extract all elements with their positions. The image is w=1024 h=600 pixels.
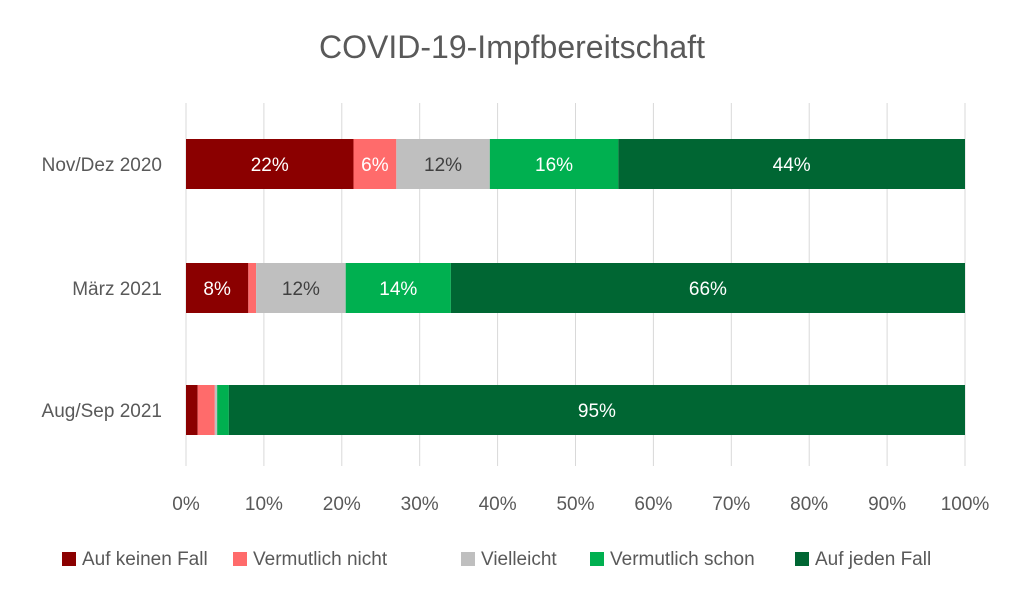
category-label-aug-sep-2021: Aug/Sep 2021 <box>42 401 162 422</box>
bar-m-rz-2021-auf-keinen-fall <box>186 263 249 313</box>
data-label-nov-dez-2020-auf-jeden-fall: 44% <box>773 155 811 176</box>
x-tick-label: 50% <box>556 494 594 515</box>
bar-aug-sep-2021-auf-keinen-fall <box>186 385 198 435</box>
x-tick-label: 30% <box>401 494 439 515</box>
x-tick-label: 80% <box>790 494 828 515</box>
x-tick-label: 20% <box>323 494 361 515</box>
legend: Auf keinen Fall Vermutlich nicht Vielleich… <box>62 549 931 570</box>
bar-aug-sep-2021-vermutlich-schon <box>217 385 229 435</box>
data-label-aug-sep-2021-auf-jeden-fall: 95% <box>578 401 616 422</box>
bar-nov-dez-2020-vermutlich-nicht <box>353 139 397 189</box>
legend-swatch-vielleicht <box>461 552 475 566</box>
data-label-m-rz-2021-vermutlich-schon: 14% <box>379 279 417 300</box>
legend-label-auf-jeden-fall: Auf jeden Fall <box>815 549 931 570</box>
bar-m-rz-2021-vermutlich-schon <box>345 263 451 313</box>
legend-swatch-vermutlich-schon <box>590 552 604 566</box>
x-tick-label: 60% <box>634 494 672 515</box>
bar-aug-sep-2021-vermutlich-nicht <box>197 385 215 435</box>
data-label-nov-dez-2020-auf-keinen-fall: 22% <box>251 155 289 176</box>
legend-swatch-vermutlich-nicht <box>233 552 247 566</box>
legend-swatch-auf-keinen-fall <box>62 552 76 566</box>
data-label-nov-dez-2020-vermutlich-nicht: 6% <box>361 155 389 176</box>
x-tick-label: 100% <box>941 494 990 515</box>
bar-m-rz-2021-auf-jeden-fall <box>450 263 965 313</box>
bar-m-rz-2021-vermutlich-nicht <box>248 263 257 313</box>
legend-label-vermutlich-schon: Vermutlich schon <box>610 549 755 570</box>
category-label-nov-dez-2020: Nov/Dez 2020 <box>42 155 162 176</box>
bar-nov-dez-2020-vielleicht <box>396 139 490 189</box>
legend-swatch-auf-jeden-fall <box>795 552 809 566</box>
bar-nov-dez-2020-auf-jeden-fall <box>618 139 965 189</box>
x-tick-label: 70% <box>712 494 750 515</box>
legend-label-vielleicht: Vielleicht <box>481 549 557 570</box>
data-label-nov-dez-2020-vielleicht: 12% <box>424 155 462 176</box>
x-axis-tick-labels: 0% 10% 20% 30% 40% 50% 60% 70% 80% 90% 100% <box>172 494 989 515</box>
x-tick-label: 40% <box>479 494 517 515</box>
chart-title: COVID-19-Impfbereitschaft <box>319 29 705 65</box>
x-tick-label: 10% <box>245 494 283 515</box>
data-label-m-rz-2021-auf-keinen-fall: 8% <box>203 279 231 300</box>
bar-nov-dez-2020-vermutlich-schon <box>489 139 619 189</box>
legend-label-vermutlich-nicht: Vermutlich nicht <box>253 549 388 570</box>
data-label-m-rz-2021-vielleicht: 12% <box>282 279 320 300</box>
bar-aug-sep-2021-vielleicht <box>214 385 218 435</box>
data-label-nov-dez-2020-vermutlich-schon: 16% <box>535 155 573 176</box>
x-tick-label: 0% <box>172 494 200 515</box>
category-label-m-rz-2021: März 2021 <box>72 279 162 300</box>
data-label-m-rz-2021-auf-jeden-fall: 66% <box>689 279 727 300</box>
category-labels: Nov/Dez 2020 März 2021 Aug/Sep 2021 <box>42 155 162 422</box>
bar-nov-dez-2020-auf-keinen-fall <box>186 139 354 189</box>
legend-label-auf-keinen-fall: Auf keinen Fall <box>82 549 208 570</box>
bar-m-rz-2021-vielleicht <box>256 263 346 313</box>
x-tick-label: 90% <box>868 494 906 515</box>
bars: 22% 6% 12% 16% 44% 8% 12% 14% 66% 95% <box>186 139 966 435</box>
bar-aug-sep-2021-auf-jeden-fall <box>228 385 966 435</box>
